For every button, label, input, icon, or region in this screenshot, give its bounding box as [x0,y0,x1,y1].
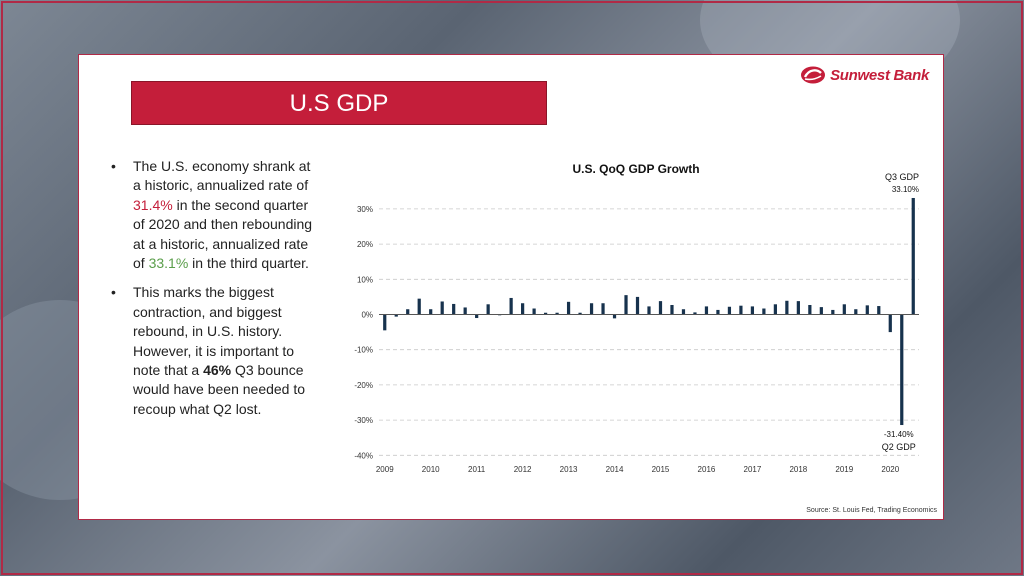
sunwest-logo-icon [801,66,826,84]
x-tick-label: 2015 [652,465,670,474]
bar [670,304,674,315]
bar [727,306,732,315]
bar [509,297,513,315]
y-tick-label: -40% [354,451,373,460]
bar [716,309,720,315]
bar [463,307,467,315]
contraction-rate: 31.4% [133,196,173,213]
x-tick-label: 2011 [468,465,486,474]
bar [785,300,789,315]
bar [383,314,387,331]
title-bar: U.S GDP [131,81,547,125]
brand-logo: Sunwest Bank [800,65,929,85]
bar [440,301,444,315]
x-tick-label: 2009 [376,465,394,474]
bar [796,301,800,315]
annotation-label: 33.10% [892,185,919,194]
bullet-text: This marks the biggest contraction, and … [133,284,306,417]
y-tick-label: -30% [354,416,373,425]
bullet-item: • This marks the biggest contraction, an… [111,283,321,419]
bar [566,301,571,315]
bullet-dot-icon: • [111,158,116,174]
bar [406,309,410,315]
bar [452,303,456,315]
bar [601,303,605,315]
bar [394,314,398,317]
x-tick-label: 2019 [835,465,853,474]
bar [877,306,881,315]
x-tick-label: 2012 [514,465,532,474]
y-tick-label: 0% [361,311,373,320]
bar [681,309,686,315]
chart-title: U.S. QoQ GDP Growth [572,162,699,176]
x-tick-label: 2014 [606,465,624,474]
bar [475,314,479,319]
x-tick-label: 2018 [789,465,807,474]
y-tick-label: 20% [357,240,373,249]
bar [635,296,640,315]
bar [911,197,915,315]
brand-name: Sunwest Bank [830,66,929,84]
bar [647,306,651,315]
bar [555,312,559,315]
bar [532,308,536,315]
x-tick-label: 2020 [881,465,899,474]
bar [888,314,892,333]
bar [624,295,628,315]
y-tick-label: -20% [354,381,373,390]
bar [842,304,846,315]
gdp-chart: U.S. QoQ GDP Growth -40% -30% -20% -10% 0% 10%… [354,162,919,474]
bar [865,305,869,315]
bar [429,309,433,315]
source-note: Source: St. Louis Fed, Trading Economics [806,507,937,514]
bar [854,309,858,315]
bar [658,301,663,315]
annotation-label: Q2 GDP [882,442,916,452]
bar [693,312,697,315]
bullet-dot-icon: • [111,284,116,301]
rebound-rate: 33.1% [148,255,189,272]
x-tick-label: 2016 [698,465,716,474]
y-tick-label: 30% [357,205,373,214]
bullet-list: • The U.S. economy shrank at a historic,… [111,157,321,429]
bullet-text: The U.S. economy shrank at a historic, a… [133,158,313,272]
slide-title: U.S GDP [289,90,389,117]
bar [486,304,490,315]
bar [739,305,743,315]
annotation-label: -31.40% [884,430,914,439]
x-tick-label: 2013 [560,465,578,474]
bullet-item: • The U.S. economy shrank at a historic,… [111,157,321,273]
slide: U.S GDP Sunwest Bank • The U.S. economy … [78,54,944,520]
bounce-needed: 46% [203,362,232,379]
bar [750,306,755,315]
bar [417,298,421,315]
bar [773,304,777,315]
bar [819,307,823,315]
bar [762,308,766,315]
bar [704,306,709,315]
bar [612,314,617,319]
x-tick-label: 2017 [744,465,762,474]
bar [589,303,594,315]
y-tick-label: 10% [357,275,373,284]
bar [521,303,525,315]
bar [543,312,548,315]
bar [831,309,835,315]
annotation-label: Q3 GDP [885,172,919,182]
y-tick-label: -10% [354,346,373,355]
bar [808,304,812,315]
x-tick-label: 2010 [422,465,440,474]
bar [900,314,904,426]
bar [578,312,582,315]
